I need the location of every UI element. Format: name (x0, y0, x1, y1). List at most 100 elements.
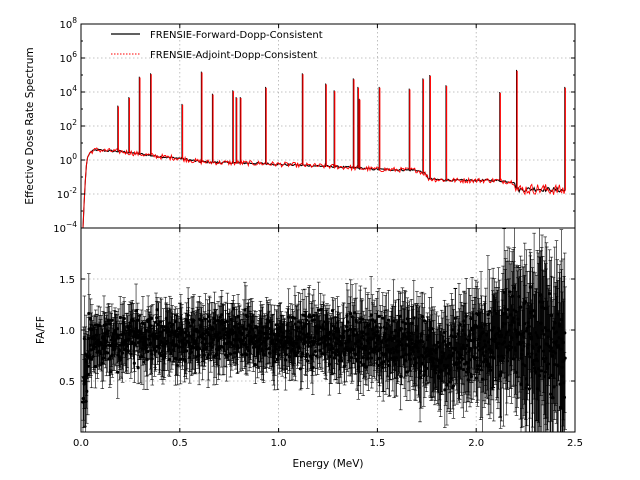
ratio-point (155, 316, 159, 320)
ratio-point (183, 359, 187, 363)
ratio-point (256, 350, 260, 355)
ratio-point (320, 352, 324, 356)
top-ytick-label-base: 10 (59, 122, 72, 133)
ratio-point (139, 329, 143, 334)
ratio-point (268, 351, 272, 355)
ratio-point (309, 344, 313, 348)
ratio-point (282, 335, 286, 339)
ratio-point (311, 365, 315, 370)
ratio-point (134, 309, 138, 313)
ratio-point (260, 349, 265, 353)
ratio-point (152, 337, 156, 341)
ratio-point (272, 360, 277, 364)
ratio-point (89, 357, 94, 361)
ratio-point (82, 337, 86, 341)
ratio-point (144, 328, 148, 333)
ratio-point (239, 342, 244, 346)
ratio-point (313, 340, 317, 344)
ratio-point (205, 327, 209, 332)
ratio-point (305, 318, 309, 322)
ratio-point (277, 345, 282, 349)
ratio-point (146, 317, 151, 322)
ratio-point (262, 353, 266, 357)
ratio-point (184, 342, 188, 346)
ratio-point (264, 331, 268, 336)
ratio-point (286, 346, 290, 350)
ratio-point (145, 358, 149, 362)
ratio-point (187, 341, 191, 345)
ratio-point (188, 324, 193, 328)
ratio-point (310, 340, 314, 344)
ratio-point (285, 341, 289, 345)
ratio-point (106, 318, 111, 322)
top-ytick-label: 10-2 (57, 186, 77, 201)
ratio-point (186, 333, 191, 338)
ratio-point (304, 322, 308, 326)
ratio-point (197, 353, 201, 357)
ratio-point (223, 336, 227, 341)
ratio-point (319, 308, 323, 312)
ratio-point (157, 346, 161, 350)
ratio-point (81, 400, 85, 404)
ratio-point (240, 353, 244, 357)
ratio-point (175, 363, 180, 367)
ratio-point (244, 327, 248, 331)
ratio-point (145, 349, 150, 354)
ratio-point (227, 335, 232, 339)
ratio-point (292, 351, 297, 355)
ratio-point (300, 351, 305, 355)
ratio-point (297, 345, 301, 349)
ratio-point (308, 354, 312, 358)
ratio-point (137, 335, 141, 339)
ratio-point (219, 336, 223, 340)
ratio-point (201, 332, 206, 336)
ratio-point (129, 324, 133, 328)
ratio-point (145, 343, 149, 347)
top-ylabel: Effective Dose Rate Spectrum (24, 47, 36, 204)
top-ytick-label: 10−4 (53, 220, 77, 235)
top-ytick-label-exp: 6 (72, 50, 77, 59)
ratio-point (312, 318, 316, 322)
ratio-point (238, 338, 243, 342)
ratio-point (309, 315, 314, 319)
ratio-point (92, 342, 96, 346)
ratio-point (180, 330, 184, 335)
ratio-point (309, 335, 313, 339)
ratio-point (321, 323, 325, 327)
ratio-point (265, 325, 269, 329)
ratio-point (290, 337, 294, 341)
ratio-point (91, 354, 95, 359)
ratio-point (170, 329, 174, 333)
ratio-point (179, 333, 183, 337)
ratio-point (164, 316, 168, 320)
ratio-point (189, 350, 194, 354)
ratio-point (236, 314, 240, 318)
ratio-point (112, 332, 116, 336)
ratio-point (270, 339, 275, 343)
ratio-point (295, 329, 299, 333)
ratio-point (320, 336, 324, 340)
ratio-point (104, 322, 108, 326)
ratio-point (103, 344, 107, 348)
ratio-point (274, 342, 278, 346)
ratio-point (245, 353, 249, 357)
ratio-point (207, 319, 212, 323)
ratio-point (299, 338, 303, 342)
ratio-point (99, 352, 103, 356)
ratio-point (245, 345, 249, 349)
ratio-point (271, 341, 275, 346)
ratio-point (249, 334, 253, 339)
top-ytick-label-exp: 4 (72, 84, 77, 93)
ratio-point (104, 339, 108, 343)
ratio-point (294, 334, 298, 338)
ratio-point (203, 317, 207, 321)
ratio-point (87, 311, 91, 316)
ratio-point (229, 317, 233, 322)
ratio-point (88, 343, 92, 347)
legend-forward-label: FRENSIE-Forward-Dopp-Consistent (150, 30, 323, 41)
ratio-point (284, 352, 288, 357)
ratio-point (163, 352, 167, 356)
ratio-point (244, 342, 248, 346)
ratio-point (198, 346, 202, 351)
ratio-point (136, 366, 140, 370)
